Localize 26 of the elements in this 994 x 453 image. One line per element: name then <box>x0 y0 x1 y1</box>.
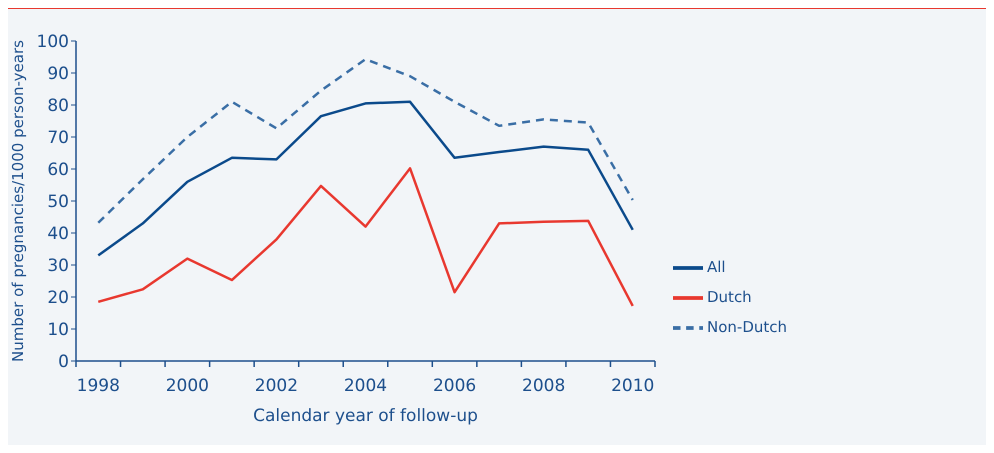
x-tick-label: 2002 <box>254 376 298 396</box>
line-series <box>97 167 634 308</box>
y-tick-label: 40 <box>47 224 69 244</box>
y-tick-label: 90 <box>47 64 69 84</box>
x-tick-label: 2006 <box>432 376 476 396</box>
y-tick-label: 70 <box>47 128 69 148</box>
line-series <box>97 100 634 257</box>
line-series <box>97 58 634 224</box>
y-tick-label: 100 <box>36 32 69 52</box>
y-tick-label: 80 <box>47 96 69 116</box>
legend-label: Dutch <box>707 288 752 306</box>
x-tick-label: 1998 <box>76 376 120 396</box>
y-tick-label: 0 <box>58 352 69 372</box>
x-tick-label: 2000 <box>166 376 209 396</box>
legend-label: Non-Dutch <box>707 318 788 336</box>
x-axis-title: Calendar year of follow-up <box>253 406 478 426</box>
x-tick-label: 2010 <box>611 376 654 396</box>
y-tick-label: 50 <box>47 192 69 212</box>
legend-label: All <box>707 258 726 276</box>
x-tick-label: 2008 <box>522 376 566 396</box>
y-tick-label: 10 <box>47 320 69 340</box>
y-tick-label: 20 <box>47 288 69 308</box>
y-axis-title: Number of pregnancies/1000 person-years <box>9 40 27 362</box>
y-tick-label: 30 <box>47 256 69 276</box>
y-tick-label: 60 <box>47 160 69 180</box>
x-tick-label: 2004 <box>344 376 388 396</box>
